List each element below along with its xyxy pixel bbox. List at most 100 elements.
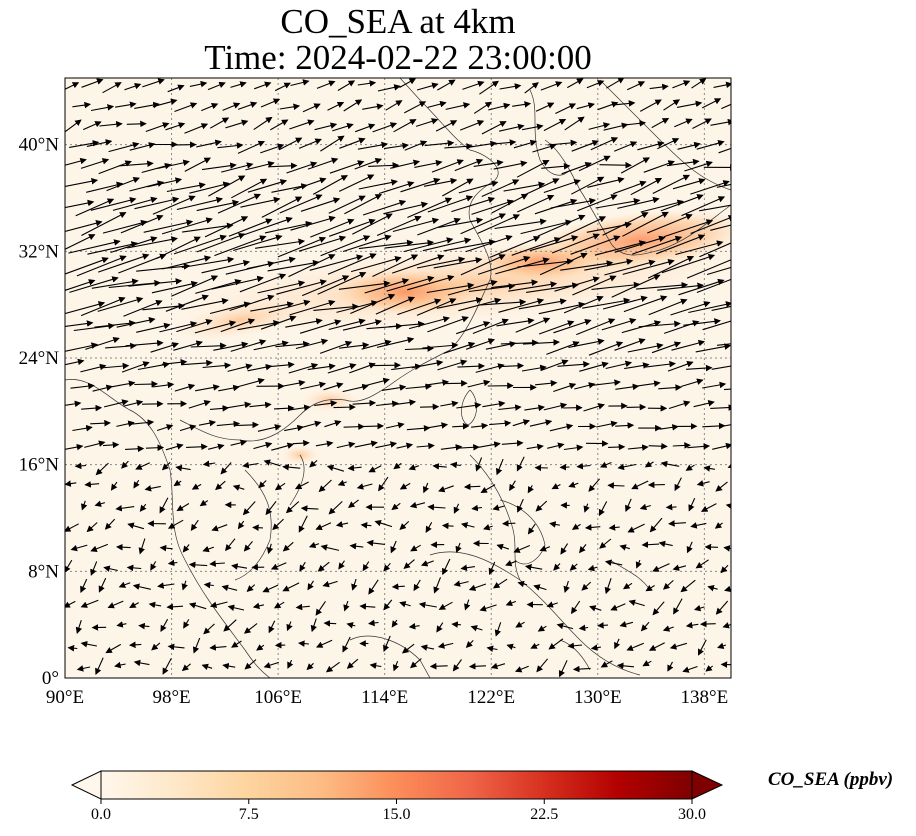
- wind-arrow: [326, 464, 345, 472]
- wind-arrow: [425, 522, 433, 533]
- wind-arrow: [433, 577, 442, 594]
- wind-arrow: [125, 339, 164, 347]
- wind-arrow: [626, 642, 645, 651]
- wind-arrow: [98, 160, 132, 175]
- wind-arrow: [505, 560, 517, 567]
- wind-arrow: [145, 444, 165, 452]
- wind-arrow: [355, 123, 376, 133]
- wind-arrow: [546, 341, 580, 355]
- wind-arrow: [416, 442, 435, 450]
- wind-arrow: [450, 461, 461, 469]
- wind-arrow: [447, 279, 498, 296]
- wind-arrow: [302, 103, 321, 113]
- wind-arrow: [397, 298, 442, 316]
- wind-arrow: [65, 82, 80, 90]
- wind-arrow: [150, 561, 157, 571]
- wind-arrow: [492, 578, 508, 589]
- wind-arrow: [306, 662, 314, 671]
- wind-arrow: [300, 197, 341, 212]
- wind-arrow: [188, 400, 211, 409]
- y-tick-label: 40°N: [19, 135, 60, 156]
- wind-arrow: [451, 196, 496, 213]
- wind-arrow: [456, 402, 482, 409]
- wind-arrow: [555, 103, 577, 114]
- wind-arrow: [86, 139, 113, 147]
- wind-arrow: [563, 580, 570, 593]
- wind-arrow: [139, 503, 147, 512]
- wind-arrow: [673, 598, 683, 615]
- wind-arrow: [116, 543, 131, 551]
- wind-arrow: [360, 522, 372, 529]
- wind-arrow: [589, 605, 602, 612]
- wind-arrow: [403, 237, 454, 253]
- wind-arrow: [98, 253, 150, 273]
- wind-arrow: [390, 540, 397, 554]
- wind-arrow: [188, 602, 207, 610]
- wind-arrow: [317, 561, 330, 572]
- wind-arrow: [275, 340, 310, 348]
- wind-arrow: [116, 420, 135, 428]
- wind-arrow: [225, 538, 236, 552]
- wind-arrow: [637, 141, 665, 151]
- wind-arrow: [701, 98, 722, 109]
- wind-arrow: [663, 219, 714, 238]
- wind-arrow: [221, 162, 254, 173]
- wind-arrow: [715, 481, 728, 492]
- wind-arrow: [658, 384, 682, 391]
- wind-arrow: [357, 141, 389, 150]
- wind-arrow: [690, 522, 707, 529]
- wind-arrow: [433, 257, 483, 269]
- wind-arrow: [714, 522, 723, 529]
- wind-arrow: [166, 182, 206, 193]
- wind-arrow: [578, 155, 611, 172]
- wind-arrow: [607, 482, 625, 489]
- wind-arrow: [292, 439, 310, 447]
- wind-arrow: [182, 544, 190, 553]
- wind-arrow: [588, 122, 611, 130]
- x-tick-label: 98°E: [152, 687, 190, 708]
- wind-arrow: [65, 234, 96, 250]
- wind-arrow: [462, 80, 485, 90]
- wind-arrow: [121, 361, 150, 373]
- wind-arrow: [118, 253, 167, 274]
- wind-arrow: [508, 281, 558, 292]
- wind-arrow: [87, 241, 138, 255]
- colorbar-tick-label: 30.0: [678, 806, 706, 823]
- wind-arrow: [354, 440, 378, 448]
- wind-arrow: [464, 599, 471, 611]
- wind-arrow: [465, 338, 496, 350]
- wind-arrow: [211, 524, 228, 532]
- wind-arrow: [502, 520, 516, 527]
- wind-arrow: [254, 81, 272, 90]
- wind-arrow: [270, 119, 289, 131]
- wind-arrow: [453, 503, 460, 514]
- wind-arrow: [415, 118, 439, 127]
- wind-arrow: [672, 80, 691, 89]
- wind-arrow: [356, 483, 373, 490]
- wind-arrow: [455, 542, 462, 554]
- wind-arrow: [539, 545, 551, 552]
- wind-arrow: [226, 401, 252, 409]
- wind-arrow: [568, 481, 579, 488]
- wind-arrow: [553, 563, 561, 571]
- wind-arrow: [425, 422, 449, 429]
- wind-arrow: [364, 278, 410, 294]
- wind-arrow: [216, 420, 241, 428]
- wind-arrow: [343, 600, 350, 612]
- wind-arrow: [285, 318, 323, 328]
- wind-arrow: [335, 521, 349, 528]
- wind-arrow: [705, 665, 714, 672]
- wind-arrow: [597, 622, 609, 629]
- wind-arrow: [437, 359, 468, 371]
- wind-arrow: [80, 578, 88, 594]
- wind-arrow: [327, 253, 377, 275]
- wind-arrow: [179, 424, 197, 432]
- wind-arrow: [372, 122, 398, 133]
- wind-arrow: [477, 214, 521, 234]
- wind-arrow: [309, 254, 364, 271]
- wind-arrow: [529, 419, 553, 427]
- wind-arrow: [103, 399, 129, 408]
- wind-arrow: [319, 340, 353, 354]
- y-tick-label: 32°N: [19, 241, 60, 262]
